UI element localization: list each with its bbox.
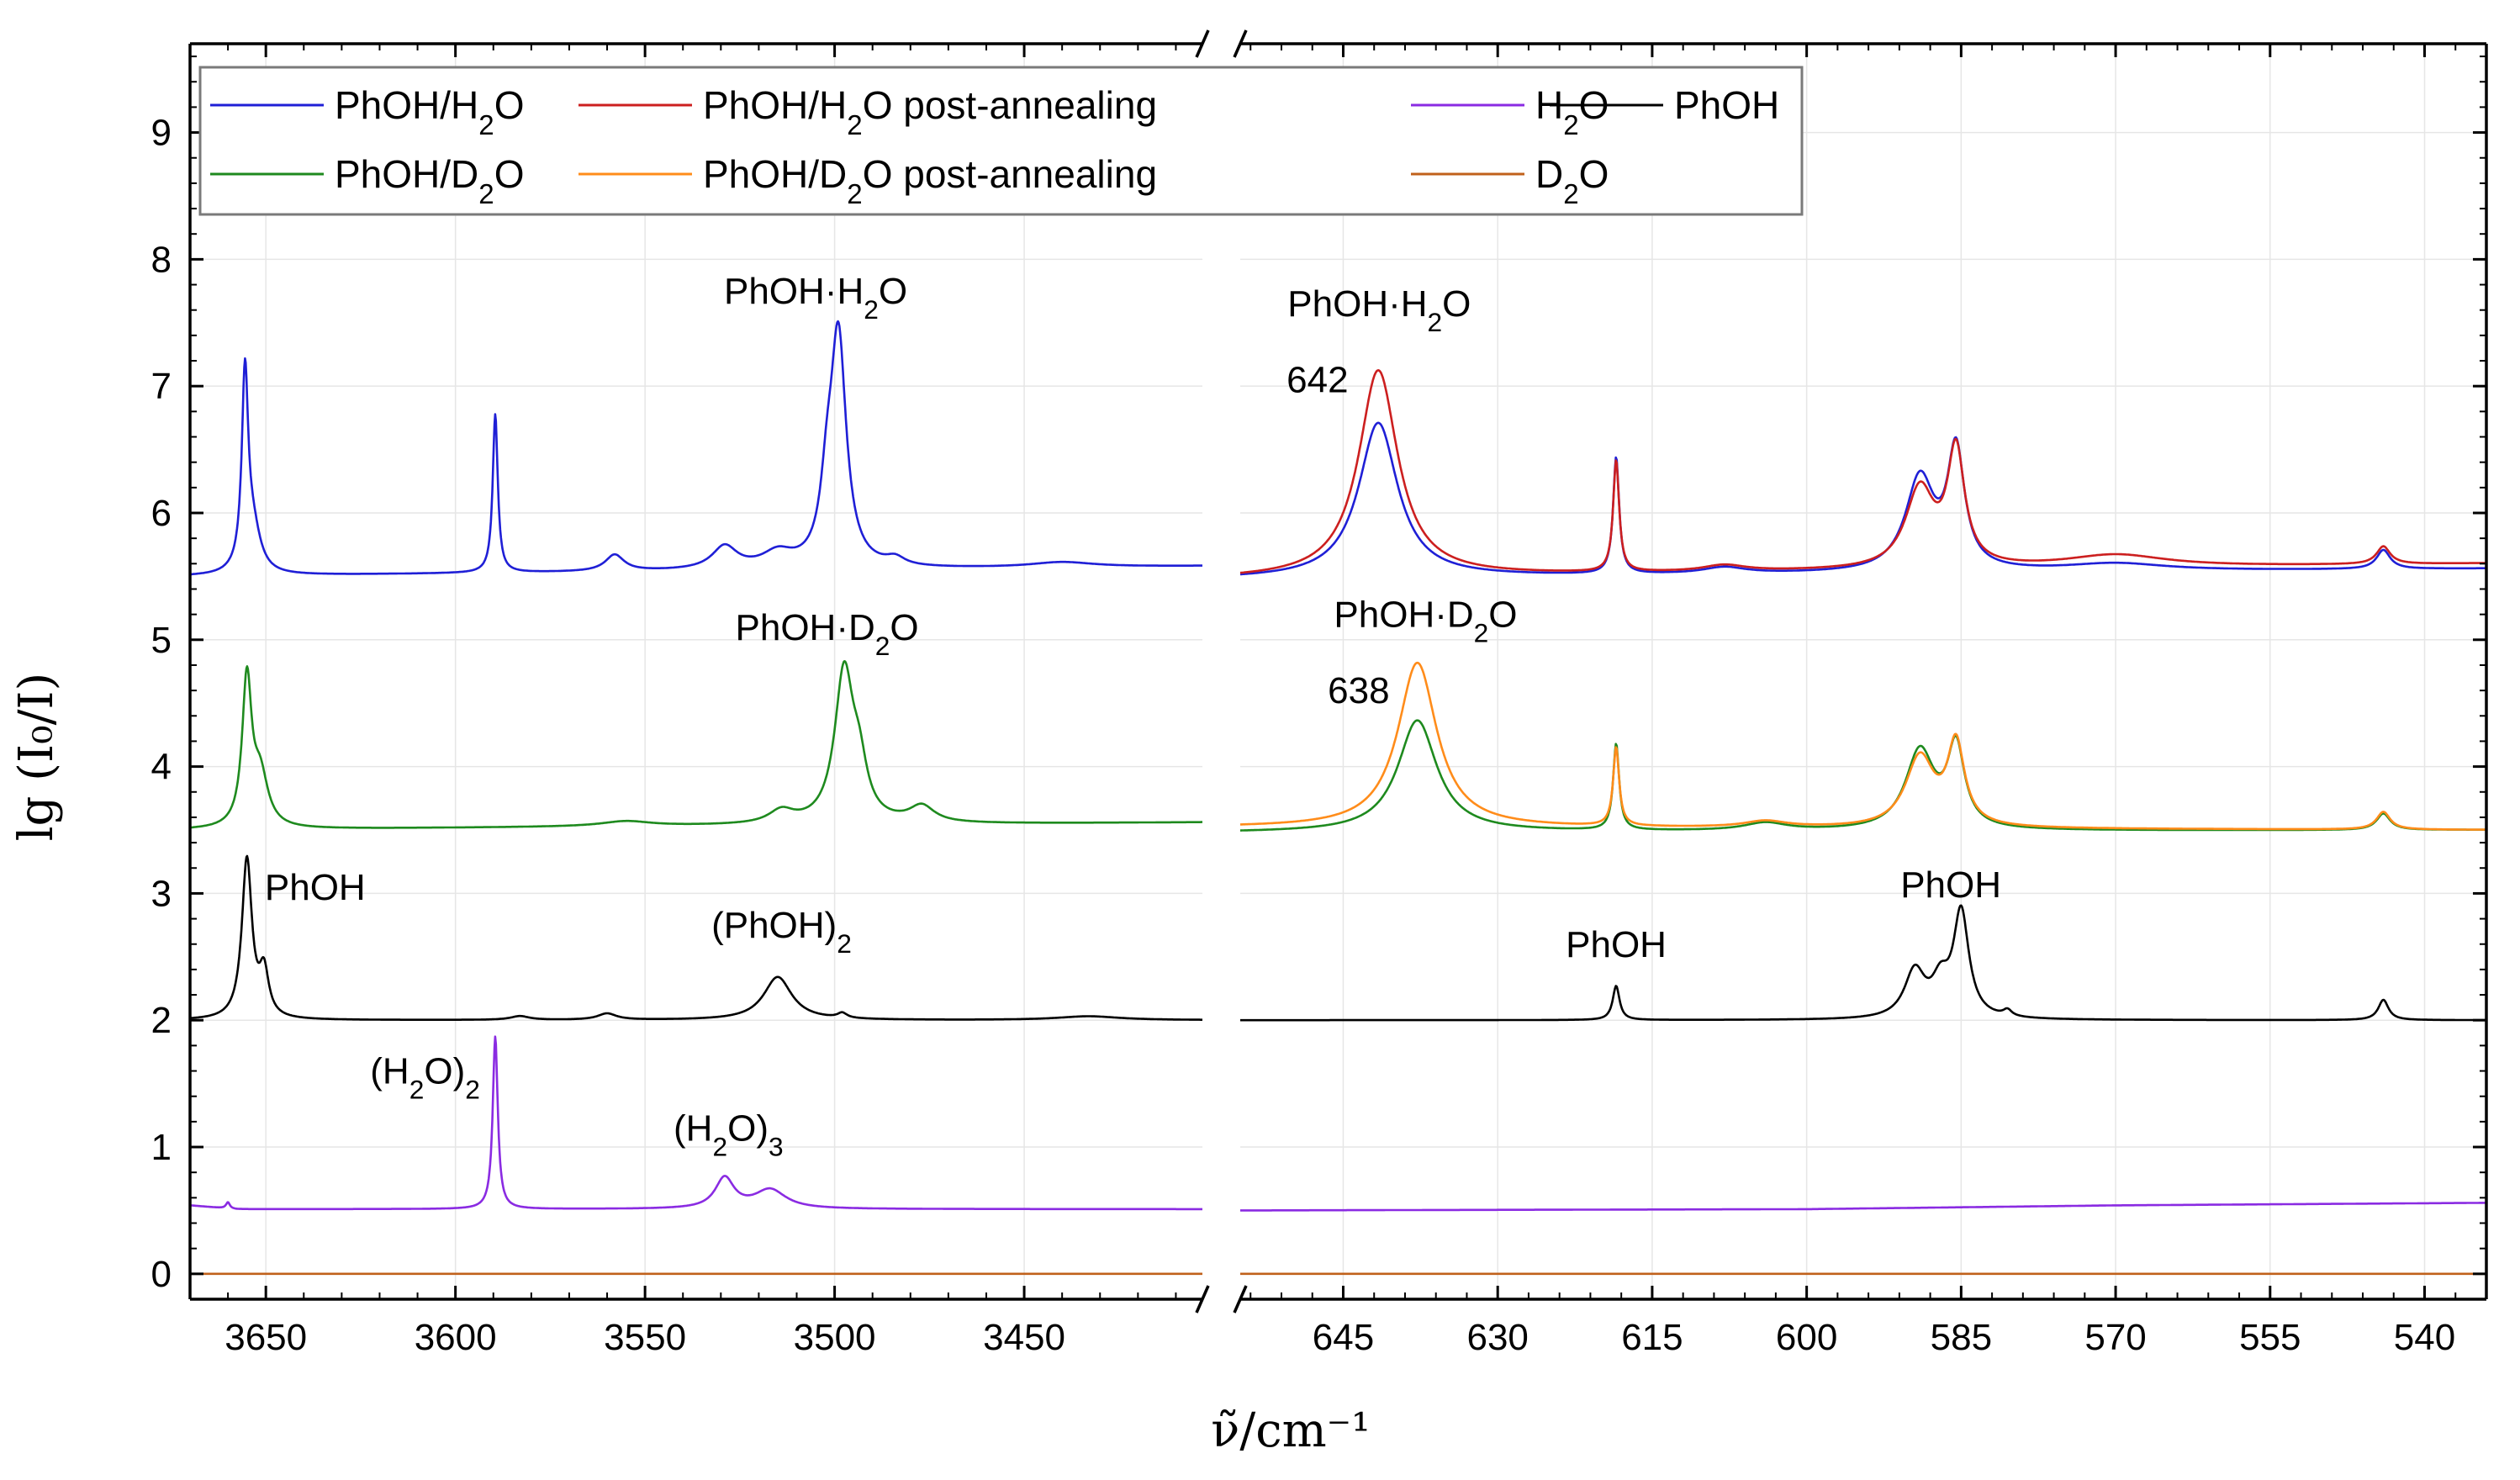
peak-annotation: (H2O)3 [674,1107,784,1161]
x-tick-label: 630 [1466,1317,1528,1358]
peak-annotation: PhOH [1900,864,2001,906]
axis-frame-right: 645 630 615 600 585 570 555 540 [1240,42,2488,1358]
axis-break-mark [1233,1285,1248,1314]
legend-entry: PhOH/H2O [210,83,524,141]
legend-box [198,66,1804,216]
x-tick-label: 570 [2084,1317,2146,1358]
peak-annotation: (H2O)2 [370,1051,480,1105]
y-tick-label: 6 [151,493,172,534]
y-tick-label: 1 [151,1127,172,1168]
legend-label: PhOH/D2O [335,152,524,210]
legend-entry: PhOH/D2O [210,152,524,210]
legend-label: D2O [1535,152,1609,210]
axis-frame-left: 3650 3600 3550 3500 3450 [188,42,1202,1358]
peak-annotation: PhOH [265,867,366,908]
x-tick-label: 555 [2239,1317,2301,1358]
peak-annotation: PhOH·D2O [1334,595,1517,648]
y-tick-label: 8 [151,239,172,280]
axis-break-mark [1233,29,1248,58]
y-axis-title: lg (I₀/I) [9,673,64,842]
y-tick-label: 5 [151,620,172,661]
y-tick-label: 0 [151,1254,172,1295]
x-tick-label: 3500 [794,1317,876,1358]
legend-entry: PhOH/H2O post-annealing [578,83,1157,141]
spectrum-line-series-4-left [189,854,1203,1021]
spectrum-line-series-2-left [189,660,1203,829]
y-tick-label: 4 [151,747,172,788]
peak-annotation: PhOH [1566,924,1667,965]
peak-annotation: (PhOH)2 [711,905,852,959]
peak-annotation: PhOH·H2O [1287,283,1471,337]
y-tick-label: 7 [151,366,172,407]
x-tick-label: 600 [1776,1317,1837,1358]
spectrum-line-series-5-left [189,1035,1203,1211]
legend-label: PhOH/H2O [335,83,524,141]
x-tick-label: 540 [2394,1317,2455,1358]
series-layer [189,320,2487,1276]
peak-annotation: PhOH·H2O [724,271,907,325]
peak-annotation: 642 [1286,360,1348,401]
x-tick-label: 615 [1621,1317,1683,1358]
peak-annotation: 638 [1328,670,1389,711]
spectrum-line-series-2-right [1239,719,2487,832]
spectrum-line-series-0-right [1239,421,2487,576]
axis-break-mark [1195,1285,1210,1314]
legend-label: PhOH/D2O post-annealing [703,152,1157,210]
x-tick-label: 3600 [415,1317,497,1358]
legend-entry: PhOH [1550,83,1779,127]
legend-entry: D2O [1411,152,1609,210]
axis-break-mark [1195,29,1210,58]
x-tick-label: 645 [1313,1317,1374,1358]
y-tick-label: 9 [151,113,172,154]
peak-annotation: PhOH·D2O [736,607,919,661]
x-tick-label: 3450 [983,1317,1065,1358]
axes-layer: 3650 3600 3550 3500 3450 645 630 615 600 585 570 55… [151,29,2488,1358]
y-tick-label: 3 [151,873,172,914]
x-tick-label: 3650 [225,1317,307,1358]
spectrum-line-series-4-right [1239,904,2487,1022]
x-tick-label: 3550 [604,1317,686,1358]
x-axis-title: ν̃/cm⁻¹ [1211,1403,1370,1458]
spectrum-line-series-3-right [1239,661,2487,831]
spectrum-line-series-0-left [189,320,1203,576]
spectrum-line-series-1-right [1239,369,2487,574]
legend-label: PhOH/H2O post-annealing [703,83,1157,141]
legend: PhOH/H2O PhOH/H2O post-annealing H2O PhOHPh… [198,66,1804,216]
legend-entry: PhOH/D2O post-annealing [578,152,1157,210]
x-tick-label: 585 [1931,1317,1992,1358]
legend-label: PhOH [1674,83,1779,127]
annotation-layer: PhOH·H2O PhOH·D2O PhOH (PhOH)2 (H2O)2 (H2O)3 P… [265,271,2001,1161]
spectrum-line-series-5-right [1239,1202,2487,1212]
y-tick-label: 2 [151,1000,172,1041]
